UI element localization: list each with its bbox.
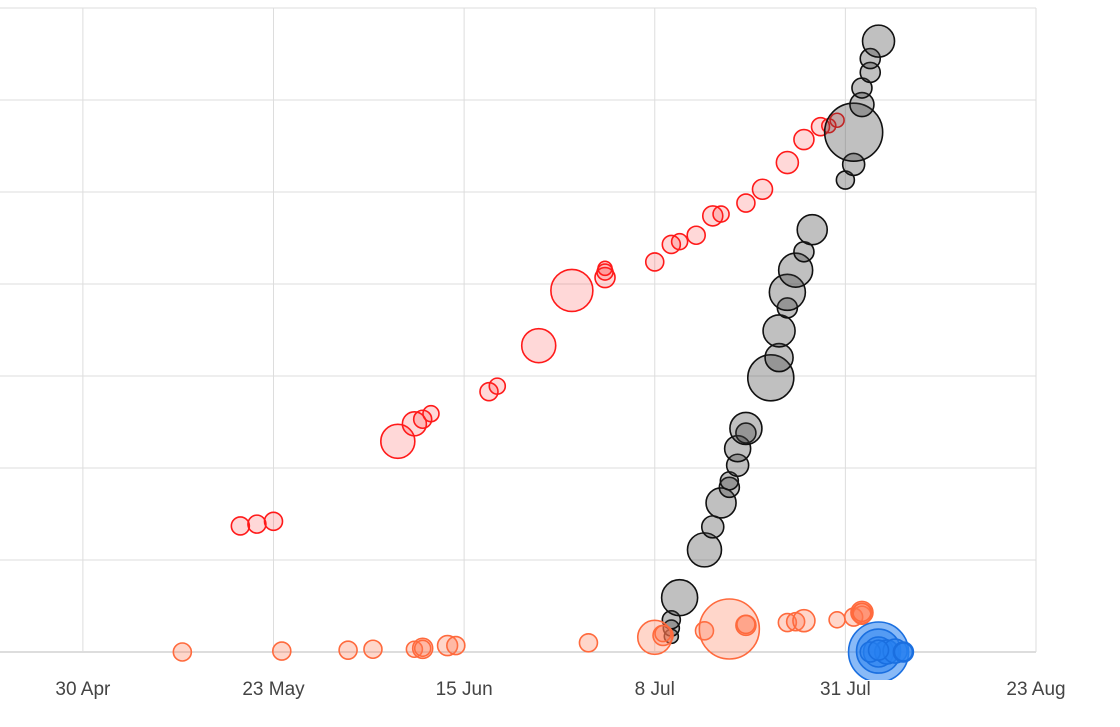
bubble [796,213,829,246]
bubble [172,642,193,662]
x-tick-label: 23 Aug [1006,679,1065,700]
bubble [660,578,699,617]
plot-area [172,24,915,680]
bubble [412,409,433,430]
bubble [705,487,737,519]
bubble [718,476,741,499]
bubble [850,600,874,625]
bubble [775,150,800,175]
bubble [829,112,845,129]
grid [0,7,1037,653]
bubble [488,377,507,395]
bubble [712,205,730,223]
bubble [762,314,796,348]
bubble [751,178,774,201]
bubble [841,152,866,177]
bubble [861,24,896,58]
bubble [550,268,594,313]
bubble [852,602,872,623]
bubble [413,639,432,658]
bubble [654,624,672,643]
bubble [746,354,795,402]
bubble [700,515,725,539]
bubble [520,327,557,364]
bubble [271,641,292,661]
bubble [893,642,914,662]
bubble [363,639,383,660]
bubble [698,598,761,660]
bubble [263,511,284,532]
x-tick-label: 31 Jul [820,679,871,700]
bubble [735,422,757,444]
bubble [792,608,816,633]
bubble [578,632,599,653]
bubble [230,516,251,536]
bubble [338,640,358,660]
bubble [736,193,756,213]
bubble [596,263,614,281]
x-tick-label: 30 Apr [55,679,111,700]
bubble [479,381,499,402]
bubble [768,273,807,312]
axis-labels: 30 Apr 23 May 15 Jun 8 Jul 31 Jul 23 Aug [55,679,1065,700]
bubble [793,128,815,151]
bubble [446,635,466,656]
bubble [644,252,665,272]
bubble [670,232,689,251]
x-tick-label: 15 Jun [436,679,493,700]
bubble [729,411,763,446]
bubble [764,342,794,373]
bubble [849,91,875,118]
bubble [422,404,440,423]
bubble [686,225,706,246]
bubble [867,639,890,661]
bubble [823,102,884,162]
bubble [597,260,613,277]
bubble [859,47,882,70]
bubble [736,614,756,635]
x-tick-label: 23 May [242,679,305,700]
bubble [411,637,434,660]
bubble [828,610,846,629]
bubble [247,514,267,534]
x-tick-label: 8 Jul [635,679,675,700]
